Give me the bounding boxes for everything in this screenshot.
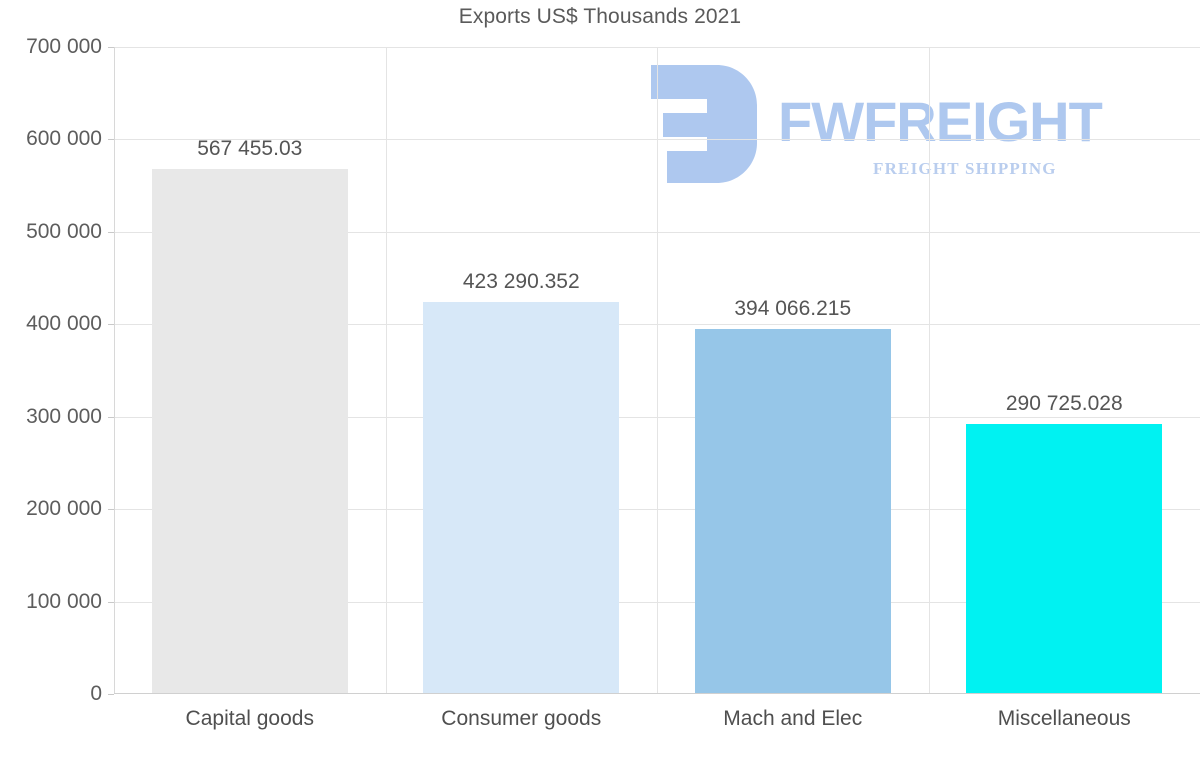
- category-gridline: [657, 47, 658, 694]
- y-axis-tick-mark: [108, 601, 114, 603]
- bar[interactable]: [423, 301, 620, 693]
- bar[interactable]: [151, 168, 348, 693]
- y-axis-tick-mark: [108, 324, 114, 326]
- y-axis-tick-mark: [108, 416, 114, 418]
- y-axis-tick-label: 200 000: [26, 497, 102, 521]
- category-gridline: [929, 47, 930, 694]
- y-axis-tick-mark: [108, 47, 114, 48]
- y-axis-tick-label: 300 000: [26, 404, 102, 428]
- bar-value-label: 394 066.215: [734, 296, 852, 320]
- category-gridline: [386, 47, 387, 694]
- x-axis-tick-label: Mach and Elec: [723, 707, 863, 730]
- bar[interactable]: [966, 424, 1163, 693]
- chart-title: Exports US$ Thousands 2021: [458, 5, 742, 28]
- y-axis-tick-mark: [108, 509, 114, 511]
- x-axis-tick-label: Miscellaneous: [997, 707, 1131, 730]
- x-axis-baseline: [114, 693, 1200, 694]
- bar[interactable]: [694, 328, 891, 693]
- y-axis-tick-label: 400 000: [26, 312, 102, 336]
- x-axis-tick-label: Consumer goods: [441, 707, 602, 730]
- y-axis-tick-label: 0: [90, 682, 102, 705]
- plot-area: [114, 47, 1200, 694]
- bar-value-label: 567 455.03: [197, 136, 303, 160]
- y-axis-tick-mark: [108, 231, 114, 233]
- x-axis-tick-label: Capital goods: [185, 707, 314, 730]
- bar-value-label: 290 725.028: [1005, 392, 1123, 416]
- y-axis-tick-label: 500 000: [26, 219, 102, 243]
- y-axis-tick-label: 700 000: [26, 35, 102, 58]
- y-axis-tick-mark: [108, 139, 114, 141]
- y-axis-line: [114, 47, 115, 694]
- y-axis-tick-label: 600 000: [26, 127, 102, 151]
- bar-value-label: 423 290.352: [462, 269, 580, 293]
- y-axis-tick-mark: [108, 694, 114, 695]
- y-axis-tick-label: 100 000: [26, 589, 102, 613]
